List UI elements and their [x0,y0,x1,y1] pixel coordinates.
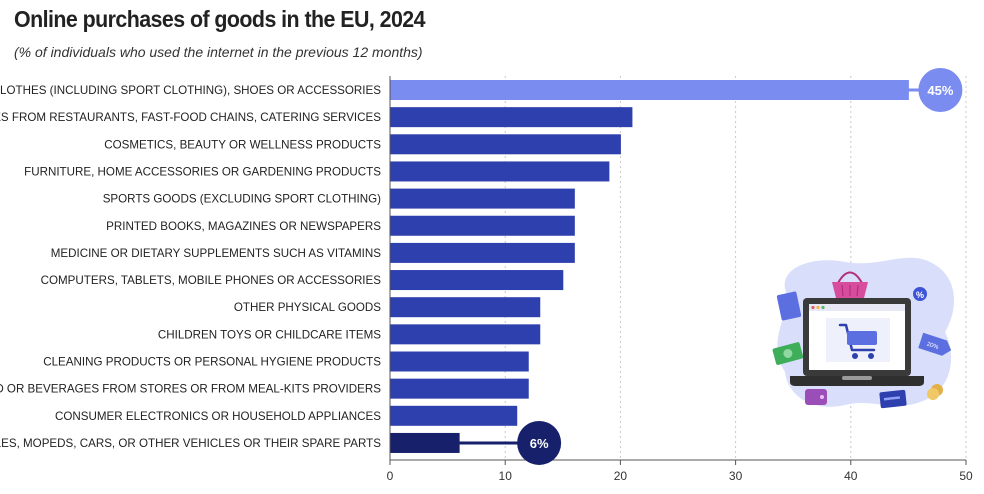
callout-label: 45% [927,83,953,98]
category-labels: CLOTHES (INCLUDING SPORT CLOTHING), SHOE… [0,84,381,450]
shopping-basket-icon [832,271,868,298]
x-tick-label: 50 [959,469,973,483]
wallet-icon [805,389,827,405]
bar [390,297,541,318]
category-label: PRINTED BOOKS, MAGAZINES OR NEWSPAPERS [106,220,381,233]
shopping-cart-icon [838,323,877,359]
browser-dot [816,305,820,310]
book-icon [776,291,802,321]
bar [390,378,529,399]
chart-title: Online purchases of goods in the EU, 202… [14,6,426,32]
category-label: OTHER PHYSICAL GOODS [234,301,381,314]
browser-dot [821,305,825,310]
online-shopping-illustration: % 20% [772,257,955,409]
x-axis: 0 10 20 30 40 50 [387,76,973,483]
bar [390,242,575,263]
callout-circle [517,420,562,465]
callout-label: 6% [530,436,549,451]
discount-badge-icon [913,287,927,301]
bar [390,161,610,182]
category-label: BICYCLES, MOPEDS, CARS, OR OTHER VEHICLE… [0,437,381,450]
category-label: SPORTS GOODS (EXCLUDING SPORT CLOTHING) [103,193,381,206]
price-tag-icon: 20% [918,332,952,356]
bar [390,432,460,453]
category-label: CHILDREN TOYS OR CHILDCARE ITEMS [158,328,381,341]
price-tag-text: 20% [926,342,940,352]
category-label: COSMETICS, BEAUTY OR WELLNESS PRODUCTS [104,138,381,151]
bar [390,405,518,426]
bar [390,351,529,372]
laptop-base [790,376,924,386]
category-label: FOOD OR BEVERAGES FROM STORES OR FROM ME… [0,383,381,396]
bar [390,324,541,345]
laptop-notch [842,376,872,380]
category-label: COMPUTERS, TABLETS, MOBILE PHONES OR ACC… [41,274,382,287]
bar [390,188,575,209]
category-label: FURNITURE, HOME ACCESSORIES OR GARDENING… [24,165,381,178]
callouts: 45% 6% [459,68,963,465]
bar [390,107,633,128]
money-icon [772,342,804,365]
category-label: MEDICINE OR DIETARY SUPPLEMENTS SUCH AS … [51,247,382,260]
bar [390,215,575,236]
callout-circle [918,68,963,112]
bar [390,270,564,291]
x-tick-label: 10 [499,469,513,483]
x-tick-label: 20 [614,469,628,483]
bar [390,80,909,100]
browser-dot [811,305,815,310]
discount-badge-text: % [916,290,924,300]
category-label: DELIVERIES FROM RESTAURANTS, FAST-FOOD C… [0,111,381,124]
x-tick-label: 0 [387,469,394,483]
x-tick-label: 30 [729,469,743,483]
browser-bar [809,304,905,311]
x-tick-label: 40 [844,469,858,483]
bars-layer [390,80,909,453]
category-label: CLEANING PRODUCTS OR PERSONAL HYGIENE PR… [43,356,381,369]
category-label: CLOTHES (INCLUDING SPORT CLOTHING), SHOE… [0,84,381,97]
bar [390,134,621,155]
category-label: CONSUMER ELECTRONICS OR HOUSEHOLD APPLIA… [55,410,381,423]
chart-subtitle: (% of individuals who used the internet … [14,44,423,60]
